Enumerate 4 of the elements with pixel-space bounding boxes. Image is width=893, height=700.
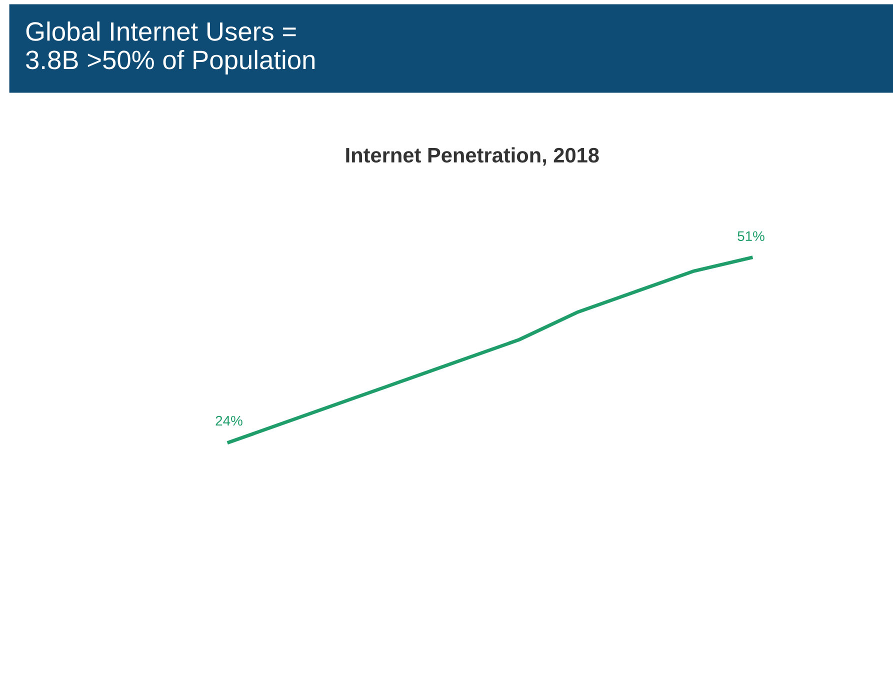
data-label: 24% (216, 416, 242, 426)
chart-title: Global Internet Users = 3.8B >50% of Population (26, 21, 315, 75)
chart-subtitle: Internet Penetration, 2018 (346, 147, 599, 166)
data-label: 51% (738, 231, 764, 242)
